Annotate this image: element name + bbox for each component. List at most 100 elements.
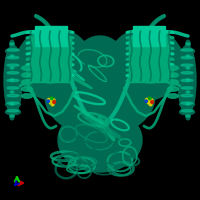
Circle shape — [51, 103, 54, 106]
Ellipse shape — [180, 48, 194, 54]
Bar — [149, 26, 157, 32]
Ellipse shape — [186, 43, 190, 45]
Ellipse shape — [10, 64, 14, 72]
Circle shape — [150, 99, 153, 102]
Ellipse shape — [6, 48, 21, 54]
Ellipse shape — [186, 88, 190, 96]
Bar — [61, 56, 71, 64]
Bar — [139, 38, 149, 46]
Bar — [139, 47, 149, 55]
Bar — [159, 65, 169, 73]
Bar — [41, 74, 51, 82]
Ellipse shape — [6, 102, 21, 107]
Ellipse shape — [45, 56, 155, 136]
Bar — [51, 40, 59, 46]
Ellipse shape — [180, 71, 194, 77]
Ellipse shape — [6, 64, 21, 69]
Bar — [59, 26, 67, 32]
Circle shape — [149, 103, 152, 106]
Ellipse shape — [186, 40, 190, 48]
Ellipse shape — [6, 109, 21, 115]
Circle shape — [53, 101, 56, 103]
Ellipse shape — [180, 102, 194, 107]
Bar — [129, 47, 139, 55]
Ellipse shape — [186, 100, 190, 108]
Bar — [51, 65, 61, 73]
Ellipse shape — [7, 49, 19, 51]
Bar — [43, 40, 51, 46]
Ellipse shape — [186, 76, 190, 84]
Bar — [51, 56, 61, 64]
Ellipse shape — [10, 79, 14, 81]
Ellipse shape — [180, 86, 194, 92]
Bar — [159, 74, 169, 82]
Bar — [141, 33, 149, 39]
Bar — [149, 33, 157, 39]
Bar — [141, 40, 149, 46]
Ellipse shape — [7, 110, 19, 112]
Bar — [51, 47, 61, 55]
Ellipse shape — [10, 112, 14, 120]
Ellipse shape — [7, 64, 19, 66]
Bar — [157, 26, 165, 32]
Ellipse shape — [181, 94, 193, 97]
Bar — [51, 38, 61, 46]
Bar — [61, 65, 71, 73]
Bar — [141, 26, 149, 32]
Ellipse shape — [181, 87, 193, 89]
Bar — [51, 26, 59, 32]
Bar — [129, 65, 139, 73]
Ellipse shape — [168, 73, 179, 77]
Ellipse shape — [58, 108, 142, 172]
Bar — [41, 56, 51, 64]
Ellipse shape — [6, 56, 21, 62]
Bar — [149, 74, 159, 82]
Bar — [61, 47, 71, 55]
Bar — [61, 38, 71, 46]
Ellipse shape — [186, 103, 190, 105]
Bar — [51, 33, 59, 39]
Ellipse shape — [168, 87, 179, 91]
Ellipse shape — [181, 49, 193, 51]
Bar — [41, 65, 51, 73]
Circle shape — [52, 99, 55, 102]
Ellipse shape — [181, 79, 193, 82]
Bar — [157, 33, 165, 39]
Ellipse shape — [7, 102, 19, 104]
Ellipse shape — [181, 110, 193, 112]
Ellipse shape — [22, 80, 32, 84]
Ellipse shape — [10, 52, 14, 60]
Circle shape — [149, 97, 151, 100]
Bar — [157, 40, 165, 46]
Ellipse shape — [168, 66, 179, 70]
Ellipse shape — [7, 56, 19, 59]
Ellipse shape — [186, 115, 190, 117]
Ellipse shape — [4, 45, 22, 115]
Bar — [35, 26, 43, 32]
Bar — [41, 47, 51, 55]
Ellipse shape — [6, 79, 21, 84]
Ellipse shape — [22, 94, 32, 98]
Bar — [139, 65, 149, 73]
Ellipse shape — [7, 72, 19, 74]
Circle shape — [147, 100, 151, 104]
Ellipse shape — [22, 66, 32, 70]
Bar — [139, 74, 149, 82]
Bar — [129, 56, 139, 64]
Bar — [61, 74, 71, 82]
Ellipse shape — [22, 87, 32, 91]
Ellipse shape — [181, 64, 193, 66]
Ellipse shape — [78, 36, 122, 76]
Bar — [149, 47, 159, 55]
Bar — [31, 38, 41, 46]
Circle shape — [47, 98, 51, 102]
Bar — [129, 74, 139, 82]
Ellipse shape — [10, 91, 14, 93]
Ellipse shape — [108, 28, 184, 100]
Bar — [159, 38, 169, 46]
Circle shape — [145, 100, 147, 102]
Ellipse shape — [186, 112, 190, 120]
Bar — [139, 56, 149, 64]
Ellipse shape — [10, 67, 14, 69]
Bar — [159, 47, 169, 55]
